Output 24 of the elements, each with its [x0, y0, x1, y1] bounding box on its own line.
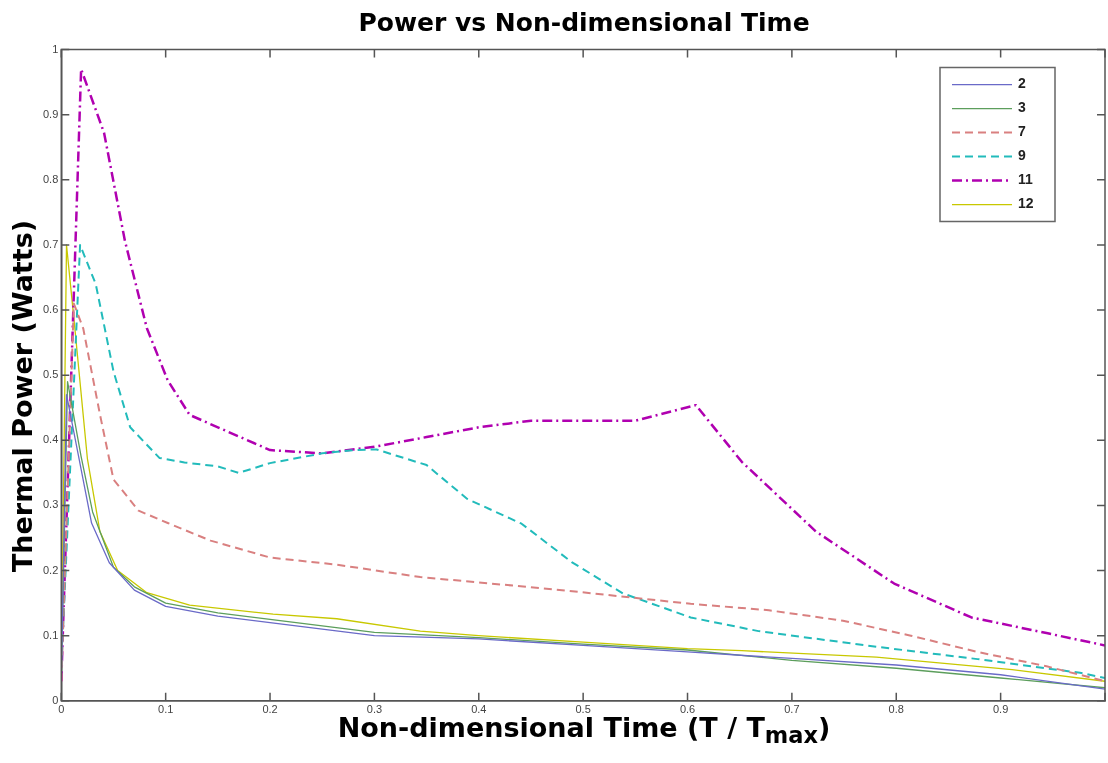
- y-axis-title: Thermal Power (Watts): [6, 219, 38, 573]
- y-tick-label: 0.2: [42, 563, 59, 576]
- y-tick-label: 0: [52, 693, 59, 706]
- y-tick-label: 0.5: [42, 368, 59, 381]
- line-series: [61, 67, 1105, 683]
- legend-label: 9: [1018, 147, 1026, 164]
- legend-label: 3: [1018, 99, 1026, 116]
- y-tick-label: 0.4: [42, 433, 59, 446]
- x-tick-label: 0.1: [158, 703, 174, 716]
- legend-label: 12: [1018, 195, 1034, 212]
- legend-label: 11: [1018, 171, 1034, 188]
- y-tick-label: 0.3: [42, 498, 59, 511]
- chart-title: Power vs Non-dimensional Time: [357, 8, 811, 37]
- x-tick-label: 0.2: [262, 703, 278, 716]
- y-tick-label: 0.6: [42, 303, 59, 316]
- legend-label: 2: [1018, 75, 1026, 92]
- legend-label: 7: [1018, 123, 1026, 140]
- x-tick-label: 0.9: [992, 703, 1009, 716]
- y-tick-label: 1: [52, 42, 59, 55]
- y-tick-label: 0.1: [42, 628, 59, 641]
- y-tick-label: 0.8: [42, 172, 59, 185]
- y-tick-label: 0.9: [42, 107, 59, 120]
- x-tick-label: 0.8: [888, 703, 904, 716]
- y-tick-label: 0.7: [42, 237, 59, 250]
